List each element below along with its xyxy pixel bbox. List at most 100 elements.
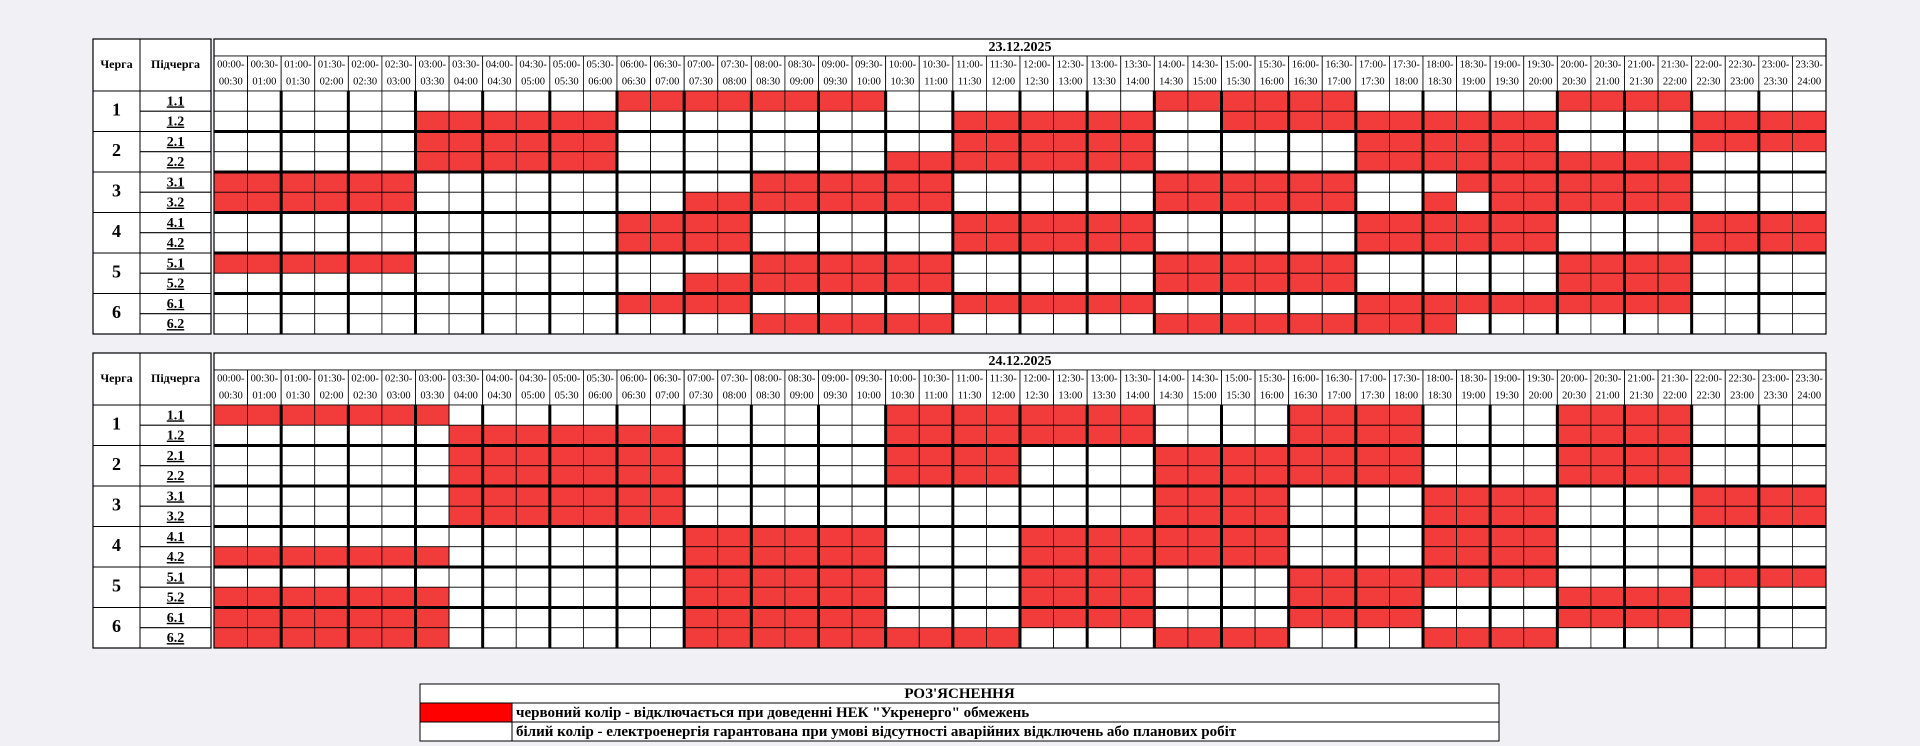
slot-cell [482, 627, 517, 649]
slot-cell [1019, 465, 1054, 487]
slot-cell [515, 171, 551, 193]
slot-cell [952, 505, 987, 527]
slot-cell [1489, 90, 1525, 112]
slot-cell [1053, 212, 1088, 234]
slot-cell [1456, 627, 1491, 649]
slot-cell [415, 293, 450, 315]
slot-cell [986, 313, 1021, 335]
slot-cell [818, 526, 853, 548]
slot-cell [1120, 586, 1155, 608]
time-start: 13:00- [1090, 59, 1118, 70]
slot-cell [1355, 505, 1390, 527]
time-cell [1691, 369, 1726, 406]
time-end: 15:00 [1193, 76, 1217, 87]
slot-cell [1053, 293, 1088, 315]
slot-cell [347, 607, 383, 629]
legend-text: червоний колір - відключається при довед… [516, 705, 1029, 721]
slot-cell [1321, 627, 1357, 649]
slot-cell [314, 465, 349, 487]
time-start: 03:00- [419, 59, 447, 70]
slot-cell [1590, 293, 1625, 315]
slot-cell [1657, 232, 1693, 254]
slot-cell [1019, 566, 1054, 588]
slot-cell [549, 110, 584, 132]
time-start: 09:00- [822, 373, 850, 384]
slot-cell [1355, 485, 1390, 507]
time-end: 17:30 [1361, 390, 1385, 401]
time-end: 06:00 [588, 390, 612, 401]
time-end: 18:00 [1394, 76, 1418, 87]
time-end: 14:00 [1126, 390, 1150, 401]
slot-cell [1422, 131, 1457, 153]
slot-cell [1187, 566, 1222, 588]
slot-cell [1758, 424, 1793, 446]
slot-cell [415, 546, 450, 568]
slot-cell [1120, 272, 1155, 294]
slot-cell [1321, 586, 1357, 608]
slot-cell [1120, 546, 1155, 568]
queue-label: 3 [112, 180, 121, 200]
time-start: 01:30- [318, 373, 346, 384]
slot-cell [1153, 151, 1189, 173]
slot-cell [1120, 607, 1155, 629]
slot-cell [1221, 546, 1256, 568]
slot-cell [1221, 110, 1256, 132]
slot-cell [683, 465, 719, 487]
slot-cell [1288, 627, 1323, 649]
slot-cell [952, 546, 987, 568]
slot-cell [851, 212, 887, 234]
time-cell [1691, 55, 1726, 92]
time-end: 14:00 [1126, 76, 1150, 87]
slot-cell [750, 627, 786, 649]
slot-cell [448, 586, 484, 608]
slot-cell [918, 151, 954, 173]
time-start: 17:00- [1359, 373, 1387, 384]
slot-cell [616, 191, 651, 213]
slot-cell [918, 526, 954, 548]
slot-cell [1053, 252, 1088, 274]
slot-cell [314, 252, 349, 274]
slot-cell [448, 505, 484, 527]
time-end: 09:30 [823, 76, 847, 87]
slot-cell [1456, 252, 1491, 274]
slot-cell [1187, 252, 1222, 274]
slot-cell [1086, 90, 1122, 112]
slot-cell [1792, 252, 1827, 274]
slot-cell [583, 171, 618, 193]
slot-cell [1624, 131, 1659, 153]
slot-cell [280, 232, 316, 254]
slot-cell [1221, 526, 1256, 548]
slot-cell [616, 465, 651, 487]
slot-cell [952, 151, 987, 173]
slot-cell [515, 526, 551, 548]
legend: РОЗ'ЯСНЕННЯ червоний колір - відключаєтьс… [419, 683, 1500, 742]
time-end: 17:00 [1327, 76, 1351, 87]
slot-cell [1120, 424, 1155, 446]
slot-cell [549, 465, 584, 487]
slot-cell [247, 445, 282, 467]
time-end: 24:00 [1797, 390, 1821, 401]
slot-cell [1153, 566, 1189, 588]
time-cell [583, 55, 618, 92]
left-border [92, 38, 212, 335]
slot-cell [918, 293, 954, 315]
slot-cell [1053, 151, 1088, 173]
time-cell [1489, 369, 1525, 406]
time-end: 16:00 [1260, 76, 1284, 87]
time-end: 20:00 [1529, 76, 1553, 87]
slot-cell [1456, 90, 1491, 112]
schedule-table: Черга Підчерга 23.12.2025 00:00- 00:30 00:30-… [92, 38, 1827, 335]
slot-cell [482, 90, 517, 112]
time-start: 14:30- [1191, 373, 1219, 384]
slot-cell [1724, 505, 1760, 527]
slot-cell [1657, 90, 1693, 112]
time-cell [1422, 55, 1457, 92]
slot-cell [213, 546, 248, 568]
time-start: 08:30- [788, 373, 816, 384]
slot-cell [818, 110, 853, 132]
slot-cell [1456, 212, 1491, 234]
time-end: 12:00 [991, 76, 1015, 87]
time-end: 10:30 [890, 390, 914, 401]
slot-cell [381, 607, 416, 629]
slot-cell [1389, 232, 1424, 254]
